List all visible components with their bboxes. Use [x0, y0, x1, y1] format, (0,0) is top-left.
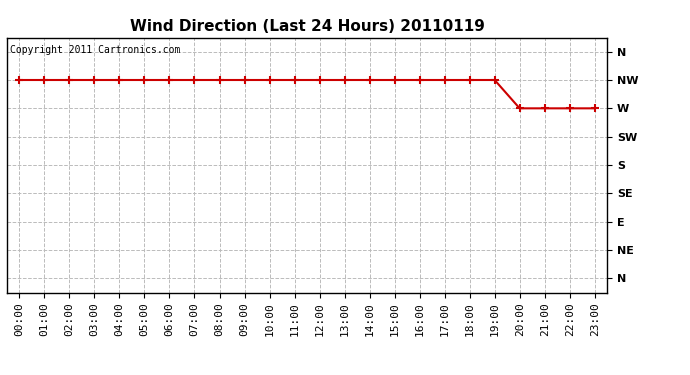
- Text: Copyright 2011 Cartronics.com: Copyright 2011 Cartronics.com: [10, 45, 180, 55]
- Title: Wind Direction (Last 24 Hours) 20110119: Wind Direction (Last 24 Hours) 20110119: [130, 18, 484, 33]
